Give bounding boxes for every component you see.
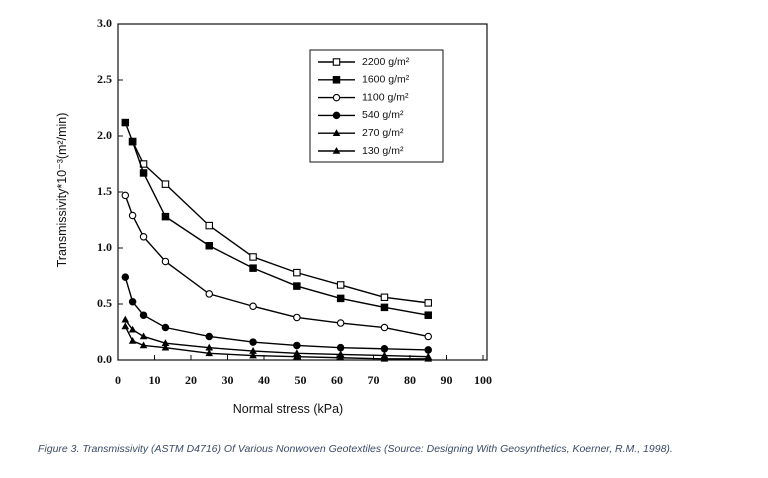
y-axis-label: Transmissivity*10⁻³(m²/min) xyxy=(55,113,69,268)
y-tick-label: 0.0 xyxy=(97,352,112,366)
legend-marker xyxy=(332,111,341,120)
data-point xyxy=(380,354,389,362)
data-point xyxy=(205,343,214,351)
legend-label: 2200 g/m² xyxy=(362,56,410,68)
x-tick-label: 20 xyxy=(185,373,197,387)
legend-marker xyxy=(332,76,341,84)
data-point xyxy=(249,347,257,354)
series-line xyxy=(124,195,429,338)
legend-marker xyxy=(332,58,341,66)
y-tick-label: 0.5 xyxy=(97,296,112,310)
data-point xyxy=(424,299,432,307)
data-point xyxy=(205,221,214,230)
legend-box xyxy=(309,49,444,163)
data-point xyxy=(249,264,257,272)
data-point xyxy=(128,325,137,333)
legend-label: 1600 g/m² xyxy=(362,74,410,86)
legend-label: 270 g/m² xyxy=(362,127,404,139)
legend-label: 1100 g/m² xyxy=(362,91,409,103)
x-tick-label: 10 xyxy=(149,373,161,387)
x-tick-label: 0 xyxy=(115,373,121,387)
y-tick-label: 3.0 xyxy=(97,16,112,30)
data-point xyxy=(205,290,214,298)
x-axis-label: Normal stress (kPa) xyxy=(233,402,343,416)
data-point xyxy=(121,273,130,281)
data-point xyxy=(380,345,389,353)
x-tick-label: 100 xyxy=(474,373,492,387)
data-point xyxy=(161,257,170,266)
data-point xyxy=(249,302,257,310)
y-tick-label: 1.0 xyxy=(97,240,112,254)
data-point xyxy=(336,294,345,303)
data-point xyxy=(161,343,170,351)
data-point xyxy=(161,212,170,221)
y-tick-label: 2.5 xyxy=(97,72,112,86)
data-point xyxy=(128,336,137,344)
data-point xyxy=(139,332,148,340)
series-line xyxy=(124,276,429,351)
data-point xyxy=(424,354,433,362)
legend-label: 540 g/m² xyxy=(362,109,404,121)
data-point xyxy=(293,341,301,350)
x-tick-label: 80 xyxy=(404,373,416,387)
data-point xyxy=(121,322,130,330)
x-tick-label: 50 xyxy=(295,373,307,387)
data-point xyxy=(424,332,432,341)
data-point xyxy=(249,253,257,261)
data-point xyxy=(121,191,130,200)
legend-marker xyxy=(332,147,341,154)
legend-marker xyxy=(332,129,341,136)
data-point xyxy=(161,339,170,346)
data-point xyxy=(293,268,301,277)
x-tick-label: 30 xyxy=(222,373,234,387)
legend-marker xyxy=(332,93,341,102)
x-tick-label: 60 xyxy=(331,373,343,387)
data-point xyxy=(336,281,345,289)
data-point xyxy=(121,315,130,323)
data-point xyxy=(249,351,257,359)
series-line xyxy=(124,122,429,316)
data-point xyxy=(336,319,345,327)
legend-label: 130 g/m² xyxy=(362,145,404,157)
data-point xyxy=(336,343,345,352)
data-point xyxy=(139,311,148,319)
data-point xyxy=(336,353,345,361)
data-point xyxy=(424,311,432,319)
data-point xyxy=(139,233,148,241)
data-point xyxy=(293,352,301,360)
data-point xyxy=(205,332,214,341)
data-point xyxy=(205,242,214,250)
data-point xyxy=(293,282,301,290)
y-tick-label: 1.5 xyxy=(97,184,112,198)
series-line xyxy=(124,319,429,358)
data-point xyxy=(128,298,137,306)
y-tick-label: 2.0 xyxy=(97,128,112,142)
data-point xyxy=(380,303,389,312)
data-point xyxy=(205,349,214,357)
data-point xyxy=(139,341,148,349)
data-point xyxy=(121,118,130,127)
caption: Figure 3. Transmissivity (ASTM D4716) Of… xyxy=(38,443,673,455)
data-point xyxy=(424,346,432,354)
data-point xyxy=(380,293,389,302)
data-point xyxy=(161,323,170,332)
data-point xyxy=(380,323,389,332)
data-point xyxy=(293,313,301,322)
data-point xyxy=(128,137,137,146)
series-line xyxy=(124,326,429,360)
data-point xyxy=(128,211,137,220)
data-point xyxy=(139,169,148,177)
data-point xyxy=(249,338,257,346)
x-tick-label: 40 xyxy=(258,373,270,387)
x-tick-label: 90 xyxy=(441,373,453,387)
x-tick-label: 70 xyxy=(368,373,380,387)
data-point xyxy=(161,180,170,188)
